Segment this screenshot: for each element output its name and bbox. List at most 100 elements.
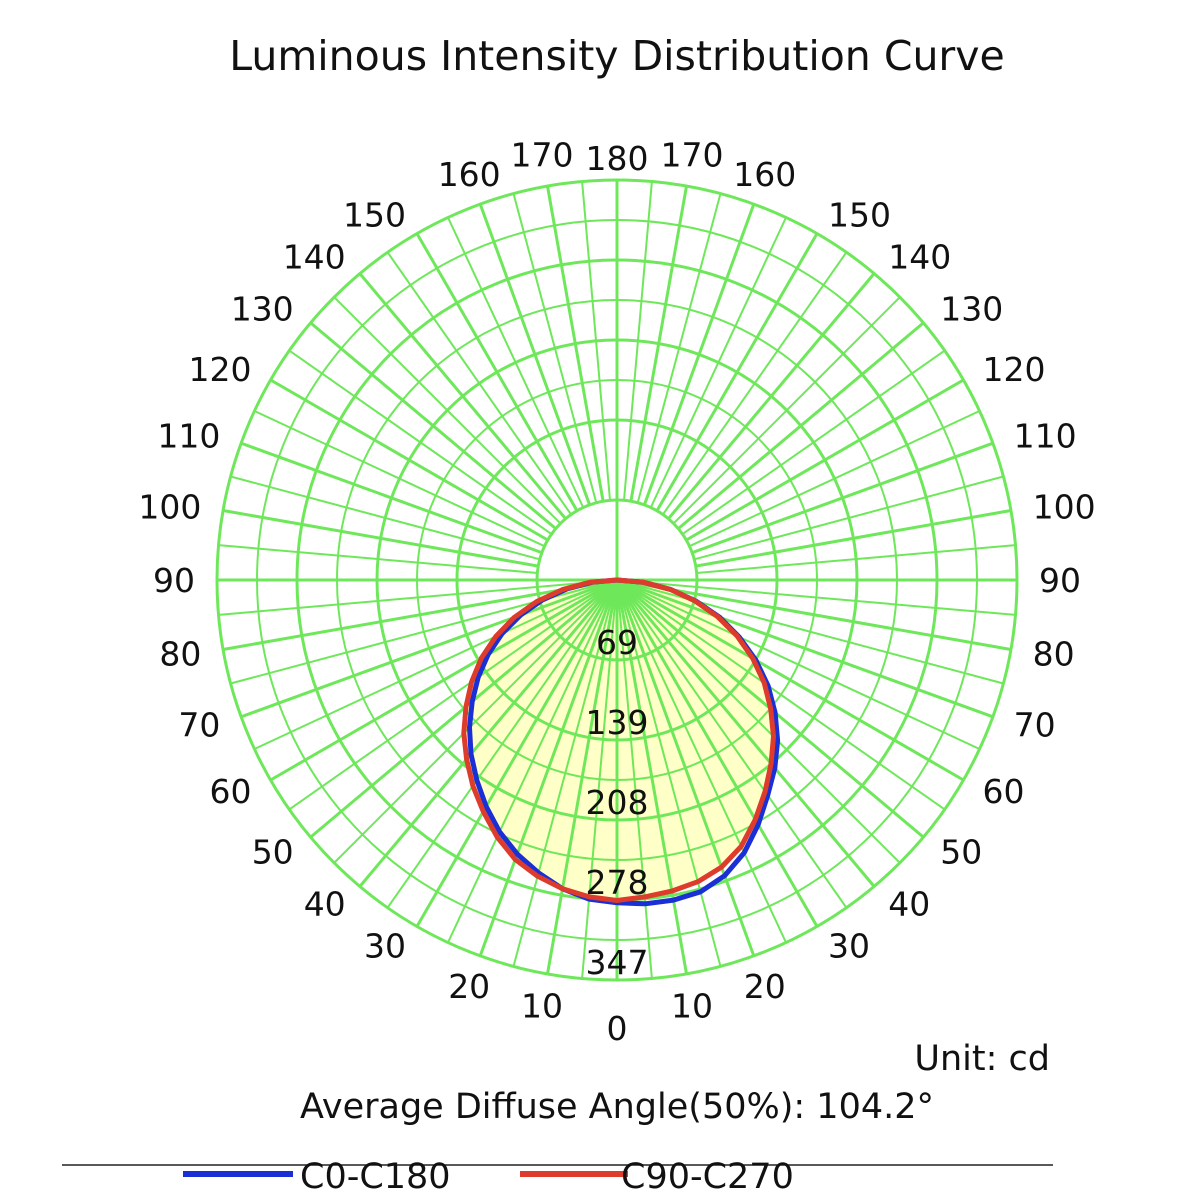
ring-label-3: 208 [586,783,649,822]
grid-radial-l-80 [222,578,618,651]
grid-radial-l-130 [309,321,557,530]
grid-radial-r-140 [667,272,876,520]
legend: C0-C180 C90-C270 [62,1157,1053,1197]
grid-radial-l-85 [218,579,618,616]
grid-radial-r-160 [642,203,756,506]
grid-radial-r-100 [695,509,1012,568]
angle-label-l-160: 160 [438,155,501,194]
grid-radial-l-5 [581,579,618,979]
ring-value-labels: 69 139 208 278 347 [586,623,649,982]
grid-radial-r-35 [616,579,848,909]
grid-radial-r-45 [616,579,901,864]
grid-radial-l-45 [333,579,618,864]
grid-radial-l-95 [218,544,538,574]
angle-label-l-50: 50 [252,832,294,871]
angle-label-r-110: 110 [1014,417,1077,456]
grid-radial-r-10 [615,579,688,975]
grid-radial-r-70 [616,578,994,719]
legend-label-c0-c180: C0-C180 [300,1157,451,1197]
angle-label-l-120: 120 [189,350,252,389]
angle-label-r-50: 50 [940,832,982,871]
grid-radial-r-120 [685,378,965,542]
grid-radial-r-145 [662,251,848,516]
angle-label-r-140: 140 [888,238,951,277]
grid-radial-r-130 [677,321,925,530]
grid-radial-l-140 [358,272,567,520]
grid-radial-r-20 [615,579,756,957]
curve-c90-c270 [461,577,776,903]
grid-radial-r-40 [615,579,876,888]
angle-label-r-150: 150 [828,196,891,235]
angle-label-r-170: 170 [661,136,724,175]
ring-label-1: 69 [596,623,638,662]
angle-label-r-0: 0 [607,1009,628,1048]
angle-label-r-130: 130 [940,290,1003,329]
grid-radial-l-105 [230,475,540,561]
grid-radial-l-25 [447,579,618,943]
angle-label-r-60: 60 [983,772,1025,811]
angle-label-r-80: 80 [1033,634,1075,673]
angle-label-l-70: 70 [178,705,220,744]
angle-label-r-180: 180 [586,139,649,178]
grid-radial-l-120 [269,378,549,542]
grid-radial-l-40 [358,579,619,888]
grid-radial-l-60 [269,578,618,782]
grid-radial-r-85 [616,579,1016,616]
grid-radial-l-100 [222,509,539,568]
angle-label-l-100: 100 [138,488,201,527]
grid-radial-r-110 [691,441,994,555]
grid-radial-l-170 [546,185,605,502]
angle-label-l-150: 150 [343,196,406,235]
angle-label-r-120: 120 [983,350,1046,389]
grid-radial-l-35 [386,579,618,909]
angle-label-l-130: 130 [231,290,294,329]
angle-label-r-40: 40 [888,884,930,923]
grid-radial-l-165 [512,193,598,503]
polar-grid [215,178,1019,982]
grid-radial-r-80 [616,578,1012,651]
angle-label-l-110: 110 [157,417,220,456]
grid-radial-r-125 [681,349,946,535]
angle-label-r-160: 160 [733,155,796,194]
angle-label-r-10: 10 [671,986,713,1025]
grid-radial-r-150 [655,232,819,512]
grid-radial-l-125 [288,349,553,535]
grid-radial-l-115 [254,410,545,548]
grid-radial-l-160 [478,203,592,506]
unit-label: Unit: cd [914,1039,1050,1079]
angle-label-l-60: 60 [210,772,252,811]
grid-radial-r-25 [616,579,787,943]
angle-label-r-90: 90 [1039,561,1081,600]
ring-label-4: 278 [586,863,649,902]
angle-label-l-10: 10 [521,986,563,1025]
ring-label-5: 347 [586,943,649,982]
angle-label-r-100: 100 [1033,488,1096,527]
grid-radial-l-30 [415,579,619,928]
ring-label-2: 139 [586,703,649,742]
angle-label-r-70: 70 [1014,705,1056,744]
angle-label-l-40: 40 [304,884,346,923]
grid-radial-r-65 [616,579,980,750]
grid-radial-l-155 [447,217,585,508]
grid-radial-r-5 [616,579,653,979]
grid-radial-l-135 [333,296,562,525]
grid-radial-l-110 [240,441,543,555]
angle-label-l-140: 140 [283,238,346,277]
curve-series [461,577,781,907]
grid-radial-r-175 [623,181,653,501]
grid-radial-r-60 [616,578,965,782]
diffuse-angle-label: Average Diffuse Angle(50%): 104.2° [300,1087,934,1127]
grid-radial-r-155 [649,217,787,508]
legend-label-c90-c270: C90-C270 [621,1157,794,1197]
angle-label-l-170: 170 [511,136,574,175]
angle-label-l-80: 80 [159,634,201,673]
grid-radial-r-170 [629,185,688,502]
angle-label-l-20: 20 [448,967,490,1006]
grid-radial-l-10 [546,579,619,975]
grid-radial-l-70 [240,578,618,719]
grid-radial-l-65 [254,579,618,750]
grid-radial-l-150 [415,232,579,512]
grid-radial-r-135 [672,296,901,525]
